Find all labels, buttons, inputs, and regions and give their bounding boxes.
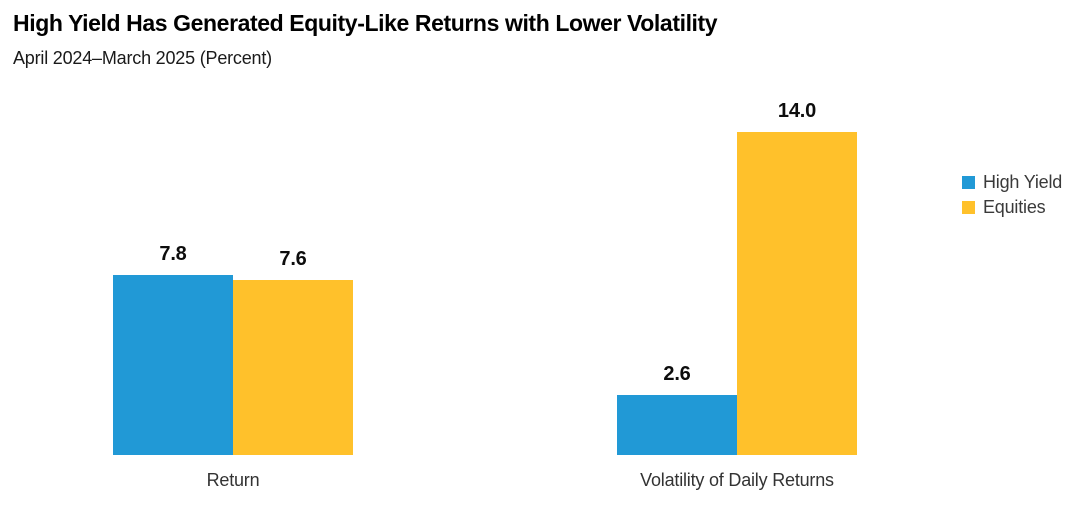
bar-high-yield [113, 275, 233, 455]
legend-swatch-icon [962, 176, 975, 189]
chart-subtitle: April 2024–March 2025 (Percent) [13, 48, 272, 68]
bar-value-label: 14.0 [777, 100, 817, 122]
chart-title: High Yield Has Generated Equity-Like Ret… [13, 10, 718, 36]
bar-equities [737, 132, 857, 455]
legend: High Yield Equities [962, 172, 1063, 223]
bar-equities [233, 280, 353, 455]
legend-item-high-yield: High Yield [962, 172, 1063, 192]
legend-item-equities: Equities [962, 197, 1062, 217]
legend-label: Equities [983, 197, 1046, 217]
bar-value-label: 7.6 [279, 248, 307, 270]
x-axis-category-label: Volatility of Daily Returns [640, 470, 834, 490]
legend-swatch-icon [962, 201, 975, 214]
legend-label: High Yield [983, 172, 1063, 192]
bar-value-label: 7.8 [159, 243, 187, 265]
bar-high-yield [617, 395, 737, 455]
x-axis-category-label: Return [206, 470, 260, 490]
bar-value-label: 2.6 [663, 363, 691, 385]
